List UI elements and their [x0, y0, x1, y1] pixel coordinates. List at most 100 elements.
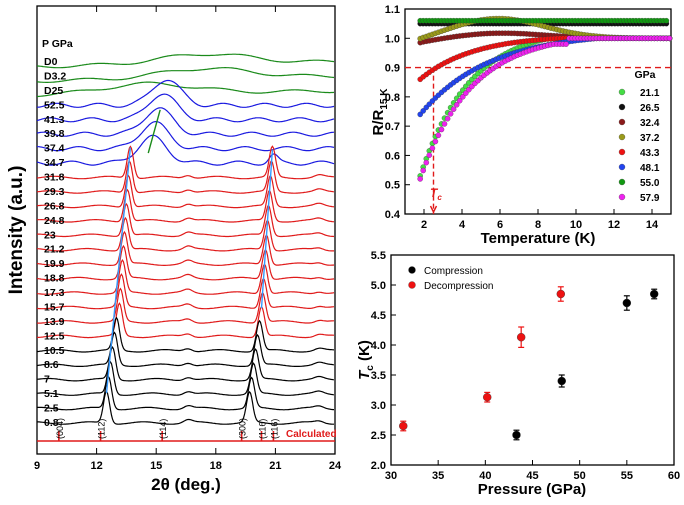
- resistance-y-label-main: R/R: [370, 109, 387, 135]
- res-y-tick-label: 0.5: [385, 180, 400, 192]
- res-point: [432, 138, 439, 145]
- resistance-panel: 2 4 6 8 10 12 140.40.50.60.70.80.91.01.1 21.12…: [370, 4, 673, 247]
- tc-marker-label: T: [430, 186, 439, 200]
- res-x-tick-label: 14: [646, 219, 659, 231]
- res-x-tick-label: 12: [608, 219, 620, 231]
- res-point: [444, 115, 451, 122]
- res-point: [666, 35, 673, 42]
- tcp-point: [516, 333, 526, 342]
- tcp-x-tick-label: 40: [479, 470, 491, 482]
- resistance-legend: 21.1 26.5 32.4 37.2 43.3 48.1 55.0 57.9: [618, 88, 660, 204]
- res-point: [453, 102, 460, 108]
- xrd-trace: [36, 331, 335, 367]
- tcp-point: [622, 298, 632, 308]
- xrd-x-tick-label: 21: [269, 460, 281, 472]
- tcp-point: [556, 289, 565, 299]
- res-y-tick-label: 0.4: [385, 209, 401, 221]
- xrd-pressure-label: D0: [44, 56, 58, 68]
- xrd-panel: (004) (112) (114) (300) (116) (116) D0 D3.2 D25…: [6, 5, 342, 494]
- tcp-x-tick-label: 35: [432, 470, 444, 482]
- res-point: [417, 176, 423, 182]
- res-x-tick-label: 4: [459, 219, 466, 231]
- xrd-pressure-label: 29.3: [44, 186, 65, 198]
- res-legend-marker: [618, 148, 626, 156]
- res-legend-label: 48.1: [640, 163, 660, 174]
- xrd-trace: [36, 159, 335, 194]
- res-legend-label: 37.2: [640, 133, 660, 144]
- xrd-trace: [37, 287, 334, 324]
- tcp-y-tick-label: 5.0: [371, 280, 386, 292]
- res-y-tick-label: 0.7: [385, 121, 400, 133]
- xrd-trace: [36, 67, 335, 83]
- res-point: [463, 90, 469, 96]
- res-point: [663, 17, 670, 24]
- res-legend-marker: [618, 88, 626, 96]
- xrd-pressure-label: 37.4: [44, 143, 65, 155]
- tcp-point: [483, 393, 492, 402]
- resistance-ticks: 2 4 6 8 10 12 14 0.4 0.5 0.6 0.7 0.8 0.9 1.0 1.1: [385, 4, 671, 231]
- res-point: [429, 145, 436, 151]
- reflection-label: (112): [97, 419, 107, 439]
- tcp-x-tick-label: 60: [668, 470, 680, 482]
- resistance-y-label-sub: 15 K: [379, 88, 390, 110]
- tc-arrow: [429, 205, 438, 214]
- res-x-tick-label: 2: [421, 219, 427, 231]
- res-legend-marker: [618, 103, 626, 111]
- xrd-x-tick-label: 24: [329, 460, 342, 472]
- xrd-pressure-label: 0.8: [44, 417, 59, 429]
- res-point: [447, 111, 454, 117]
- calculated-label: Calculated: [286, 429, 337, 440]
- res-legend-marker: [618, 133, 626, 141]
- res-point: [563, 41, 569, 47]
- resistance-x-axis-label: Temperature (K): [481, 230, 596, 247]
- tcp-point: [557, 376, 566, 386]
- svg-text:Tc: Tc: [430, 186, 442, 202]
- xrd-x-tick-label: 12: [90, 460, 102, 472]
- peak-guide-green: [147, 109, 161, 154]
- xrd-pressure-label: 19.9: [44, 258, 65, 270]
- res-point: [420, 167, 426, 174]
- res-point: [438, 126, 445, 133]
- res-legend-label: 43.3: [640, 148, 660, 159]
- tcp-legend-marker: [408, 266, 416, 274]
- xrd-pressure-label: 12.5: [44, 330, 65, 342]
- xrd-trace: [37, 81, 335, 98]
- xrd-trace: [36, 174, 335, 209]
- reflection-label: (004): [55, 418, 65, 439]
- svg-text:Tc (K): Tc (K): [356, 340, 376, 380]
- tcp-legend-label: Decompression: [424, 281, 493, 292]
- res-point: [420, 108, 426, 114]
- xrd-pressure-label: 26.8: [44, 200, 65, 212]
- res-legend-label: 57.9: [640, 193, 660, 204]
- xrd-pressure-label: 8.6: [44, 359, 59, 371]
- tc-pressure-ticks: 30 35 40 45 50 55 60 2.0 2.5 3.0 3.5 4.0 4.5 5.0 5.5: [371, 250, 680, 482]
- tcp-y-tick-label: 3.0: [371, 400, 386, 412]
- xrd-trace: [36, 273, 335, 310]
- res-legend-marker: [618, 118, 626, 126]
- res-y-tick-label: 0.6: [385, 150, 400, 162]
- xrd-pressure-label: 34.7: [44, 157, 65, 169]
- xrd-trace: [36, 145, 335, 180]
- xrd-pressure-label: 24.8: [44, 215, 65, 227]
- xrd-pressure-label: 7: [44, 374, 50, 386]
- tc-pressure-x-axis-label: Pressure (GPa): [478, 481, 586, 498]
- xrd-header-label: P GPa: [42, 38, 73, 50]
- res-point: [450, 106, 457, 112]
- tcp-legend-label: Compression: [424, 266, 483, 277]
- res-y-tick-label: 0.9: [385, 63, 400, 75]
- tcp-y-label-unit: (K): [356, 340, 373, 365]
- tc-pressure-y-axis-label: Tc (K): [356, 340, 376, 380]
- tcp-y-tick-label: 3.5: [371, 370, 386, 382]
- tcp-x-tick-label: 45: [526, 470, 538, 482]
- res-legend-label: 21.1: [640, 88, 660, 99]
- resistance-y-axis-label: R/R15 K: [370, 88, 390, 136]
- xrd-pressure-label: 18.8: [44, 273, 65, 285]
- reflection-label: (300): [238, 418, 248, 439]
- tcp-y-tick-label: 5.5: [371, 250, 386, 262]
- tcp-y-tick-label: 2.0: [371, 460, 386, 472]
- res-point: [435, 132, 442, 139]
- xrd-x-tick-label: 15: [150, 460, 162, 472]
- xrd-pressure-label: 15.7: [44, 301, 65, 313]
- xrd-pressure-label: 17.3: [44, 287, 65, 299]
- res-x-tick-label: 10: [570, 219, 582, 231]
